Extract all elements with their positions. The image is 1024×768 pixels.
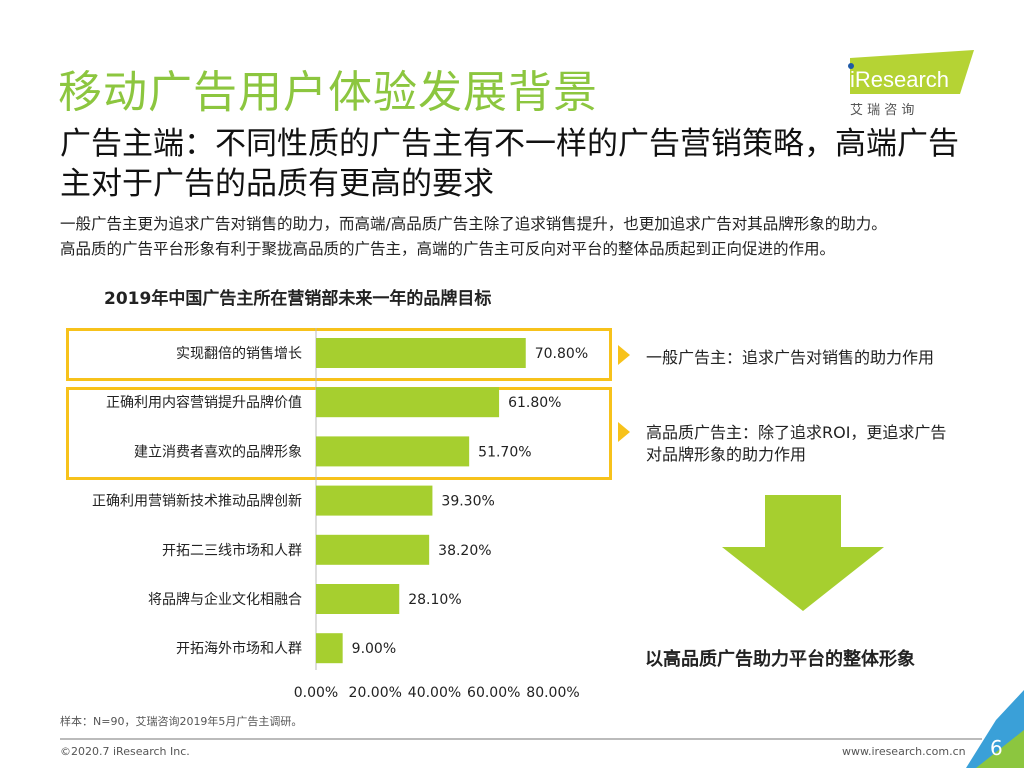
category-label: 开拓二三线市场和人群 <box>162 542 302 559</box>
data-label: 61.80% <box>508 395 561 411</box>
category-label: 建立消费者喜欢的品牌形象 <box>134 443 302 460</box>
conclusion: 以高品质广告助力平台的整体形象 <box>645 649 915 670</box>
x-tick-label: 60.00% <box>467 685 520 701</box>
logo-sub: 艾 瑞 咨 询 <box>850 103 914 118</box>
description: 一般广告主更为追求广告对销售的助力，而高端/高品质广告主除了追求销售提升，也更加… <box>60 212 1000 262</box>
bar <box>316 633 343 664</box>
page-title: 移动广告用户体验发展背景 <box>58 67 598 118</box>
category-label: 开拓海外市场和人群 <box>176 640 302 657</box>
x-tick-label: 20.00% <box>349 685 402 701</box>
data-label: 51.70% <box>478 444 531 460</box>
highlight-box-general <box>66 328 612 381</box>
description-line: 高品质的广告平台形象有利于聚拢高品质的广告主，高端的广告主可反向对平台的整体品质… <box>60 240 836 258</box>
bar <box>316 436 470 467</box>
chart-title: 2019年中国广告主所在营销部未来一年的品牌目标 <box>104 289 492 309</box>
footer-divider <box>60 738 982 740</box>
x-tick-label: 40.00% <box>408 685 461 701</box>
x-tick-label: 0.00% <box>294 685 338 701</box>
page-corner <box>966 690 1024 768</box>
callout-general: 一般广告主：追求广告对销售的助力作用 <box>646 348 935 367</box>
iresearch-logo: iResearch 艾 瑞 咨 询 <box>848 50 974 118</box>
source-note: 样本：N=90，艾瑞咨询2019年5月广告主调研。 <box>60 715 303 728</box>
data-label: 9.00% <box>352 641 396 657</box>
data-label: 39.30% <box>441 494 494 510</box>
data-label: 28.10% <box>408 592 461 608</box>
description-line: 一般广告主更为追求广告对销售的助力，而高端/高品质广告主除了追求销售提升，也更加… <box>60 215 887 233</box>
website-url: www.iresearch.com.cn <box>842 745 966 758</box>
bar <box>316 485 433 516</box>
copyright: ©2020.7 iResearch Inc. <box>60 745 190 758</box>
data-label: 70.80% <box>535 346 588 362</box>
category-label: 将品牌与企业文化相融合 <box>148 591 302 608</box>
callout-premium: 高品质广告主：除了追求ROI，更追求广告对品牌形象的助力作用 <box>646 423 947 464</box>
data-label: 38.20% <box>438 543 491 559</box>
bar <box>316 584 400 614</box>
category-label: 实现翻倍的销售增长 <box>176 346 302 362</box>
subtitle: 广告主端：不同性质的广告主有不一样的广告营销策略，高端广告主对于广告的品质有更高… <box>60 126 959 202</box>
x-tick-label: 80.00% <box>526 685 579 701</box>
bar <box>316 387 500 418</box>
page-number: 6 <box>990 736 1003 760</box>
arrow-down-icon <box>722 495 884 611</box>
bar <box>316 534 430 565</box>
bar-chart: 实现翻倍的销售增长 70.80% 正确利用内容营销提升品牌价值 61.80% 建立消费者… <box>92 328 588 701</box>
logo-text: iResearch <box>850 67 949 92</box>
category-label: 正确利用营销新技术推动品牌创新 <box>92 493 302 510</box>
category-label: 正确利用内容营销提升品牌价值 <box>106 394 302 411</box>
arrow-right-icon <box>618 345 630 365</box>
arrow-right-icon <box>618 422 630 442</box>
bar <box>316 338 526 368</box>
